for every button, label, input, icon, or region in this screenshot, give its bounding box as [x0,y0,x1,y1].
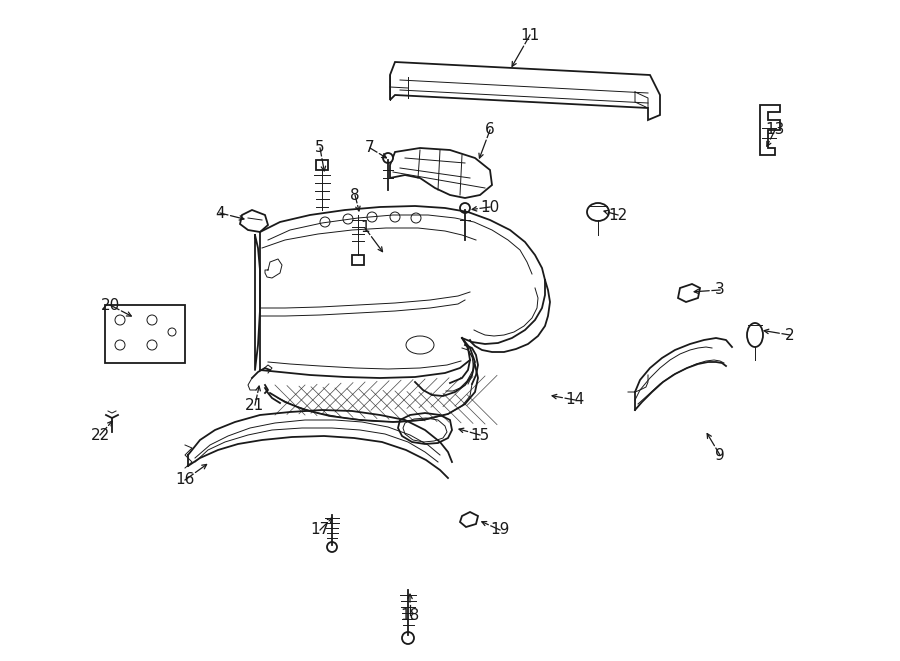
Text: 15: 15 [471,428,490,442]
Text: 10: 10 [481,200,500,215]
Text: 19: 19 [491,522,509,537]
Text: 7: 7 [365,141,374,155]
Text: 8: 8 [350,188,360,202]
Text: 11: 11 [520,28,540,42]
Bar [316,160,328,170]
Text: 6: 6 [485,122,495,137]
Text: 2: 2 [785,327,795,342]
Text: 20: 20 [101,297,120,313]
Circle shape [460,203,470,213]
Text: 16: 16 [176,473,194,488]
Text: 21: 21 [246,397,265,412]
Text: 9: 9 [716,447,724,463]
Text: 13: 13 [765,122,785,137]
Text: 18: 18 [400,607,419,623]
Text: 12: 12 [608,208,627,223]
Text: 14: 14 [565,393,585,407]
Text: 3: 3 [716,282,724,297]
Circle shape [383,153,393,163]
Text: 1: 1 [360,221,370,235]
Text: 5: 5 [315,141,325,155]
Text: 17: 17 [310,522,329,537]
Text: 4: 4 [215,206,225,221]
Bar [105,305,185,363]
Text: 22: 22 [90,428,110,442]
Bar [352,255,364,265]
